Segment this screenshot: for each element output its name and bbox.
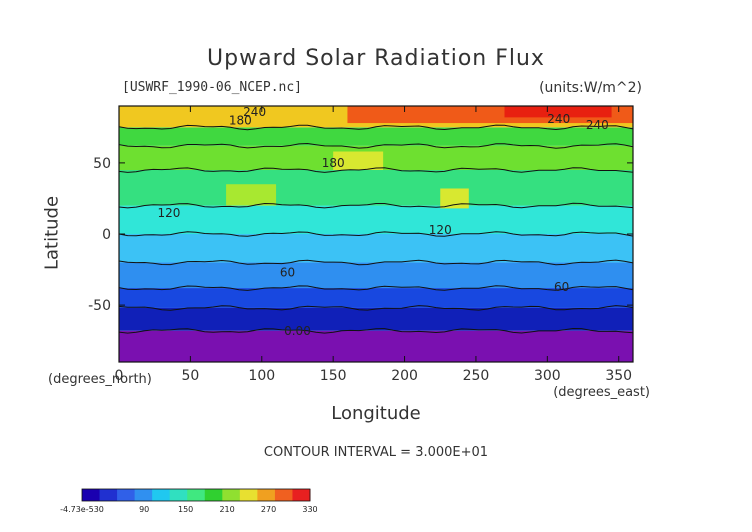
contour-label: 240 <box>547 112 570 126</box>
heatmap-patch <box>440 188 469 209</box>
contour-label: 180 <box>229 113 252 127</box>
colorbar-swatch <box>187 489 206 501</box>
colorbar-swatch <box>169 489 188 501</box>
heatmap-band <box>119 234 633 263</box>
y-axis-unit: (degrees_north) <box>48 372 152 387</box>
contour-line <box>118 202 634 209</box>
colorbar-swatch <box>117 489 136 501</box>
heatmap-band <box>119 288 633 308</box>
colorbar-swatch <box>292 489 311 501</box>
x-tick-label: 200 <box>391 368 418 384</box>
colorbar-tick-label: 90 <box>139 505 149 514</box>
contour-line <box>118 305 634 311</box>
x-axis-unit: (degrees_east) <box>553 385 650 400</box>
contour-label: 240 <box>243 105 266 119</box>
colorbar-swatch <box>239 489 258 501</box>
units-label: (units:W/m^2) <box>539 80 642 96</box>
colorbar-swatch <box>82 489 101 501</box>
colorbar-swatch <box>99 489 118 501</box>
heatmap-band <box>119 205 633 234</box>
colorbar-frame <box>81 488 311 502</box>
colorbar-swatch <box>152 489 171 501</box>
contour-line <box>118 259 634 266</box>
x-tick-label: 50 <box>181 368 199 384</box>
x-tick-label: 100 <box>248 368 275 384</box>
colorbar-tick-label: 330 <box>302 505 317 514</box>
colorbar-swatch <box>204 489 223 501</box>
contour-line <box>118 285 634 291</box>
file-name-label: [USWRF_1990-06_NCEP.nc] <box>122 80 303 95</box>
x-axis-label: Longitude <box>331 403 421 424</box>
heatmap-band <box>119 170 633 206</box>
contour-label: 0.00 <box>284 324 311 338</box>
contour-label: 180 <box>322 156 345 170</box>
chart-title: Upward Solar Radiation Flux <box>207 46 545 71</box>
contour-line <box>118 231 634 237</box>
contour-label: 120 <box>429 223 452 237</box>
colorbar-tick-label: 270 <box>261 505 276 514</box>
contour-line <box>118 327 634 334</box>
heatmap-band <box>119 127 633 146</box>
y-tick-label: 50 <box>93 156 111 172</box>
heatmap-patch <box>226 184 277 206</box>
x-tick-label: 350 <box>605 368 632 384</box>
y-tick-label: -50 <box>88 298 111 314</box>
colorbar-swatch <box>134 489 153 501</box>
x-tick-label: 300 <box>534 368 561 384</box>
x-tick-label: 250 <box>463 368 490 384</box>
contour-line <box>118 124 634 131</box>
contour-line <box>118 142 634 149</box>
heatmap-band <box>119 262 633 289</box>
x-tick-label: 150 <box>320 368 347 384</box>
colorbar-swatch <box>222 489 241 501</box>
colorbar-tick-label: 210 <box>219 505 234 514</box>
contour-label: 60 <box>554 280 569 294</box>
heatmap-patch <box>333 151 384 170</box>
contour-line <box>118 167 634 173</box>
contour-label: 240 <box>586 118 609 132</box>
contour-label: 60 <box>280 266 295 280</box>
x-tick-label: 0 <box>115 368 124 384</box>
colorbar-tick-label: -4.73e-530 <box>60 505 104 514</box>
colorbar-swatch <box>274 489 293 501</box>
heatmap-patch <box>504 106 612 118</box>
colorbar-tick-label: 150 <box>178 505 193 514</box>
heatmap-band <box>119 307 633 331</box>
contour-interval-label: CONTOUR INTERVAL = 3.000E+01 <box>263 445 489 460</box>
contour-label: 120 <box>158 206 181 220</box>
y-tick-label: 0 <box>102 227 111 243</box>
colorbar-swatch <box>257 489 276 501</box>
heatmap-band <box>119 330 633 362</box>
